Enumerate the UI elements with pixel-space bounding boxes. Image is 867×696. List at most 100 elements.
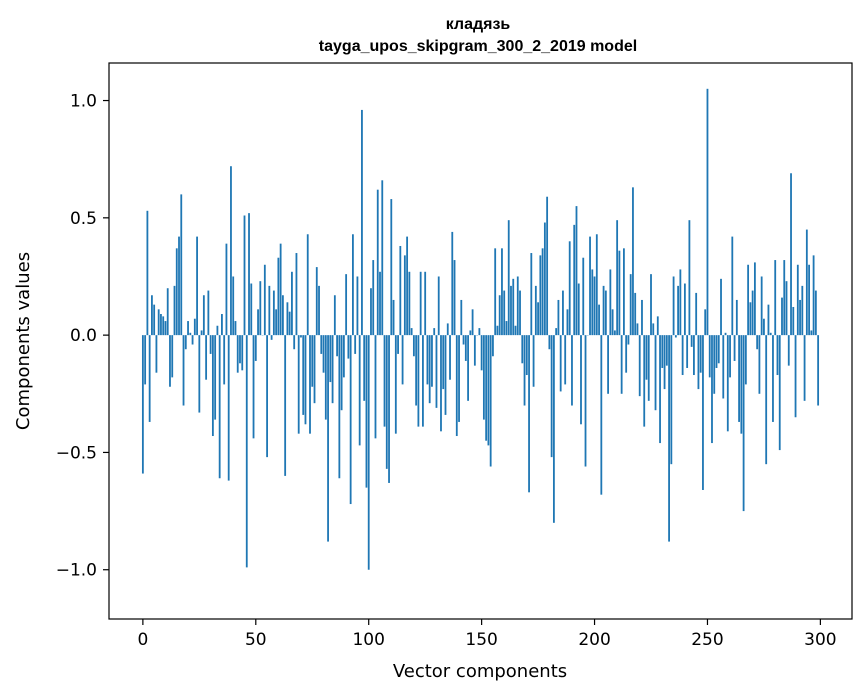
bar-177	[541, 248, 544, 336]
x-tick-label: 250	[691, 630, 723, 650]
y-axis: −1.0 −0.5 0.0 0.5 1.0	[56, 92, 109, 581]
bar-69	[297, 335, 300, 434]
bar-202	[598, 304, 600, 336]
bar-13	[171, 335, 174, 378]
bar-9	[162, 316, 165, 336]
bar-99	[365, 335, 368, 488]
bar-187	[564, 335, 567, 385]
bar-162	[507, 220, 510, 336]
bar-112	[394, 335, 397, 434]
bar-140	[458, 335, 460, 422]
bar-264	[738, 335, 740, 422]
bar-227	[654, 335, 657, 411]
bar-298	[814, 290, 817, 336]
bar-84	[331, 335, 334, 404]
bar-37	[225, 243, 228, 336]
bar-293	[803, 335, 806, 401]
bar-260	[729, 335, 731, 378]
x-tick-label: 200	[578, 630, 610, 650]
bar-12	[169, 335, 171, 387]
bar-219	[636, 323, 639, 336]
bar-276	[765, 335, 768, 465]
bar-168	[521, 335, 524, 364]
bar-209	[613, 330, 616, 336]
bar-49	[252, 335, 255, 439]
bar-67	[293, 335, 296, 350]
bar-32	[214, 335, 217, 420]
bar-265	[740, 335, 743, 434]
bar-62	[281, 295, 284, 336]
y-tick-label: −0.5	[56, 443, 97, 463]
bar-285	[785, 281, 788, 336]
bar-188	[566, 309, 569, 336]
bar-23	[193, 318, 196, 336]
bar-230	[661, 335, 664, 368]
bar-217	[632, 187, 634, 336]
bar-232	[665, 335, 668, 366]
bar-121	[415, 335, 418, 406]
bar-205	[604, 290, 607, 336]
chart-title: кладязь	[446, 16, 511, 33]
bar-193	[577, 283, 580, 336]
bar-56	[268, 285, 271, 336]
bar-297	[812, 255, 815, 336]
bar-243	[690, 335, 693, 347]
bar-91	[347, 335, 350, 359]
bar-27	[202, 295, 205, 336]
bar-244	[693, 335, 695, 376]
bar-144	[467, 335, 469, 401]
bar-234	[670, 335, 673, 465]
bar-215	[627, 335, 630, 345]
bar-211	[618, 250, 621, 336]
bar-153	[487, 335, 490, 446]
bar-45	[243, 215, 246, 336]
bar-182	[552, 335, 555, 523]
bar-226	[652, 323, 655, 336]
bar-216	[629, 274, 632, 336]
bar-241	[686, 335, 689, 368]
bar-6	[155, 335, 158, 373]
bar-106	[381, 180, 384, 336]
bar-167	[519, 290, 521, 336]
bar-135	[446, 323, 449, 336]
bar-44	[241, 335, 244, 371]
bar-180	[548, 335, 551, 350]
bar-171	[528, 335, 530, 493]
bar-294	[805, 229, 808, 336]
bar-163	[510, 285, 512, 336]
bar-110	[390, 199, 393, 336]
bar-97	[361, 109, 363, 336]
bar-50	[254, 335, 257, 361]
bar-141	[460, 299, 463, 336]
bar-247	[699, 335, 702, 373]
bar-119	[410, 328, 413, 336]
bar-198	[589, 236, 591, 336]
bar-136	[449, 335, 451, 380]
bar-46	[245, 335, 248, 568]
bar-88	[340, 335, 343, 411]
bar-183	[555, 328, 558, 336]
bar-116	[403, 255, 406, 336]
bar-173	[532, 335, 535, 387]
chart-subtitle: tayga_upos_skipgram_300_2_2019 model	[319, 38, 637, 55]
bar-208	[611, 309, 614, 336]
bar-120	[412, 335, 415, 357]
x-axis-label: Vector components	[393, 661, 567, 682]
bar-201	[595, 234, 598, 336]
bar-95	[356, 276, 359, 336]
bar-122	[417, 335, 420, 427]
bar-199	[591, 269, 594, 336]
bar-295	[808, 264, 810, 336]
bar-90	[345, 274, 348, 336]
bar-289	[794, 335, 797, 418]
bar-2	[146, 210, 149, 336]
y-tick-label: −1.0	[56, 561, 97, 581]
bar-296	[810, 330, 813, 336]
bar-224	[647, 335, 650, 401]
bar-38	[227, 335, 230, 481]
bar-165	[514, 325, 517, 336]
bar-242	[688, 220, 691, 336]
bar-114	[399, 245, 402, 336]
bar-128	[431, 335, 433, 387]
